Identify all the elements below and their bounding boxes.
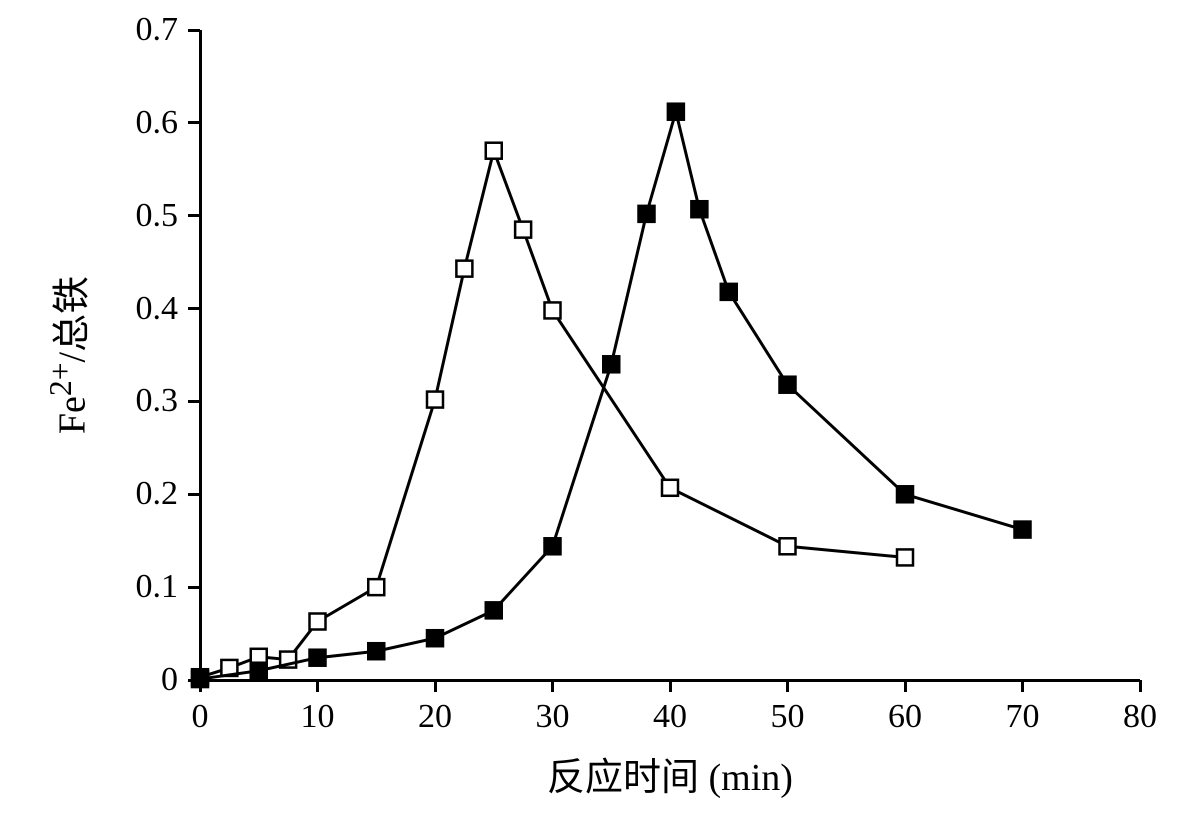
marker-open-squares bbox=[545, 302, 561, 318]
marker-filled-squares bbox=[310, 650, 326, 666]
marker-filled-squares bbox=[192, 671, 208, 687]
marker-filled-squares bbox=[721, 284, 737, 300]
marker-filled-squares bbox=[780, 377, 796, 393]
marker-filled-squares bbox=[545, 538, 561, 554]
marker-open-squares bbox=[427, 392, 443, 408]
marker-filled-squares bbox=[691, 201, 707, 217]
marker-open-squares bbox=[662, 480, 678, 496]
chart-root: 0102030405060708000.10.20.30.40.50.60.7反… bbox=[0, 0, 1200, 823]
marker-open-squares bbox=[780, 538, 796, 554]
marker-filled-squares bbox=[603, 356, 619, 372]
marker-open-squares bbox=[897, 549, 913, 565]
marker-filled-squares bbox=[1015, 522, 1031, 538]
marker-open-squares bbox=[368, 579, 384, 595]
marker-open-squares bbox=[486, 143, 502, 159]
marker-filled-squares bbox=[897, 486, 913, 502]
marker-filled-squares bbox=[368, 643, 384, 659]
marker-open-squares bbox=[310, 614, 326, 630]
marker-open-squares bbox=[456, 261, 472, 277]
marker-filled-squares bbox=[668, 104, 684, 120]
marker-filled-squares bbox=[639, 206, 655, 222]
marker-filled-squares bbox=[486, 602, 502, 618]
marker-filled-squares bbox=[251, 663, 267, 679]
series-line-filled-squares bbox=[200, 112, 1023, 679]
marker-filled-squares bbox=[427, 630, 443, 646]
series-layer bbox=[0, 0, 1200, 823]
series-line-open-squares bbox=[200, 151, 905, 678]
marker-open-squares bbox=[515, 222, 531, 238]
